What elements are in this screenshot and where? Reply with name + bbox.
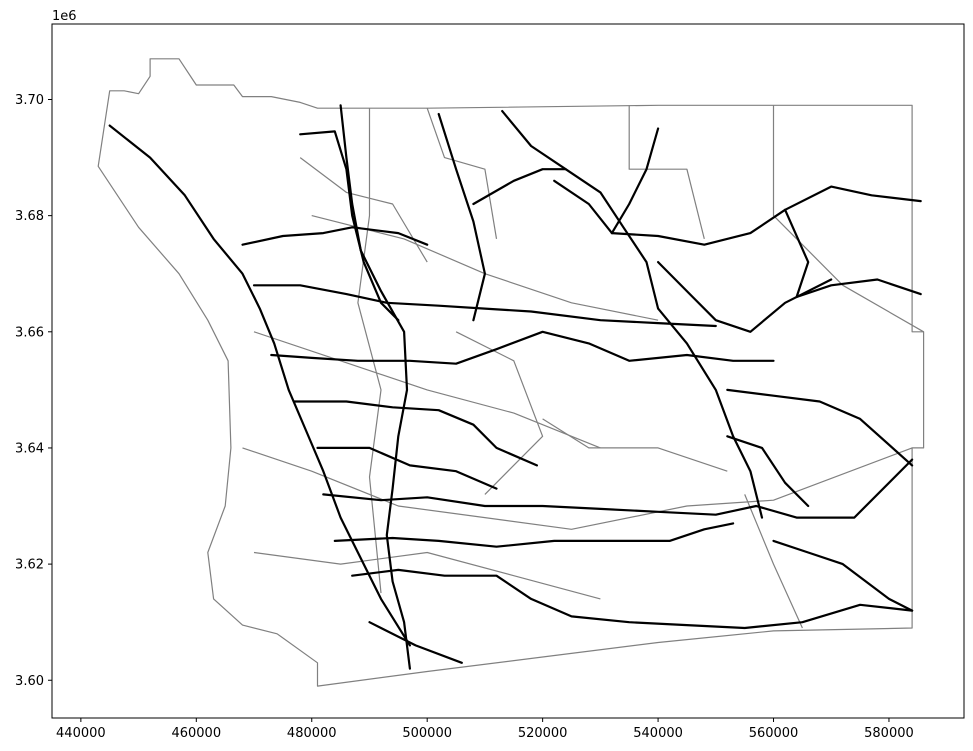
y-tick-label: 3.66	[15, 325, 44, 340]
x-tick-label: 560000	[749, 726, 799, 741]
x-tick-label: 540000	[633, 726, 683, 741]
x-tick-label: 460000	[171, 726, 221, 741]
y-tick-label: 3.70	[15, 93, 44, 108]
y-tick-label: 3.60	[15, 674, 44, 689]
county-boundary	[97, 58, 925, 687]
tract-boundary-line	[299, 157, 428, 263]
road-line	[472, 168, 567, 206]
road-line	[726, 435, 810, 508]
tract-boundary-line	[772, 105, 924, 333]
road-line	[316, 446, 498, 490]
road-network	[108, 104, 922, 670]
road-line	[553, 179, 613, 235]
y-tick-label: 3.64	[15, 441, 44, 456]
x-tick-label: 440000	[56, 726, 106, 741]
axes-frame	[51, 23, 965, 719]
y-tick-label: 3.68	[15, 209, 44, 224]
road-line	[610, 185, 922, 246]
x-tick-label: 500000	[402, 726, 452, 741]
tract-boundary-line	[426, 108, 498, 239]
road-line	[784, 208, 922, 299]
road-line	[299, 130, 400, 322]
road-line	[322, 458, 914, 519]
y-axis: 3.60 3.62 3.64 3.66 3.68 3.70	[15, 93, 52, 689]
road-line	[657, 261, 833, 333]
y-offset-label: 1e6	[52, 9, 77, 24]
road-line	[241, 226, 429, 246]
x-tick-label: 520000	[518, 726, 568, 741]
road-line	[333, 522, 735, 548]
x-tick-label: 580000	[864, 726, 914, 741]
road-line	[108, 124, 411, 647]
x-tick-label: 480000	[287, 726, 337, 741]
road-line	[351, 568, 914, 630]
tract-boundary-line	[542, 418, 728, 472]
x-axis: 440000 460000 480000 500000 520000 540000 5600…	[56, 718, 914, 741]
tract-boundary-line	[744, 494, 803, 629]
y-tick-label: 3.62	[15, 558, 44, 573]
road-line	[501, 110, 764, 519]
road-line	[293, 400, 538, 467]
road-line	[726, 388, 914, 467]
tract-boundary-line	[253, 331, 601, 449]
road-line	[252, 284, 717, 328]
road-line	[772, 539, 914, 612]
tract-boundary-line	[253, 551, 601, 600]
tract-boundary-line	[455, 331, 544, 495]
road-line	[610, 127, 660, 235]
road-line	[437, 112, 486, 322]
tract-boundary-line	[628, 105, 705, 240]
road-line	[368, 621, 463, 664]
road-line	[339, 104, 411, 670]
